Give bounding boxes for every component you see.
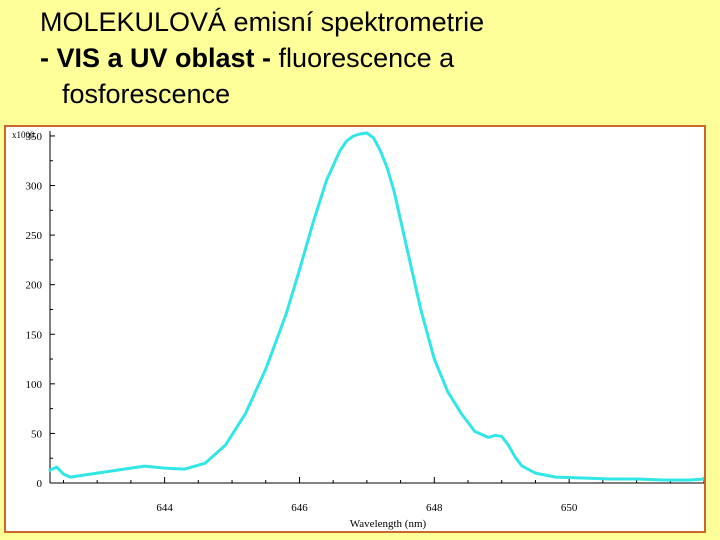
y-tick-label: 50 [31, 428, 43, 440]
slide-title: MOLEKULOVÁ emisní spektrometrie - VIS a … [40, 4, 700, 112]
x-tick-label: 644 [156, 502, 173, 514]
y-axis: 0 50 100 150 200 250 300 350 [26, 131, 55, 490]
x-tick-label: 646 [291, 502, 308, 514]
title-line-2-rest: fluorescence a [278, 43, 455, 73]
y-scale-label: x1000 [12, 130, 35, 140]
title-line-2: - VIS a UV oblast - fluorescence a [40, 40, 700, 76]
x-axis-label: Wavelength (nm) [350, 518, 427, 530]
y-tick-label: 150 [26, 329, 43, 341]
series-line [48, 131, 704, 482]
y-tick-label: 200 [26, 280, 43, 292]
x-tick-label: 650 [561, 502, 578, 514]
spectrum-chart-svg: x1000 Wavelength (nm) 0 50 100 150 200 250 300… [12, 130, 704, 530]
y-tick-label: 100 [26, 379, 43, 391]
title-line-2-bold: - VIS a UV oblast - [40, 43, 279, 73]
title-line-1: MOLEKULOVÁ emisní spektrometrie [40, 7, 485, 37]
y-tick-label: 250 [26, 230, 43, 242]
y-tick-label: 300 [26, 181, 43, 193]
x-tick-label: 648 [426, 502, 443, 514]
spectrum-chart: x1000 Wavelength (nm) 0 50 100 150 200 250 300… [4, 125, 706, 533]
y-tick-label: 350 [26, 131, 43, 143]
title-line-3: fosforescence [62, 79, 231, 109]
x-axis: 644 646 648 650 [50, 477, 704, 514]
y-tick-label: 0 [37, 478, 43, 490]
